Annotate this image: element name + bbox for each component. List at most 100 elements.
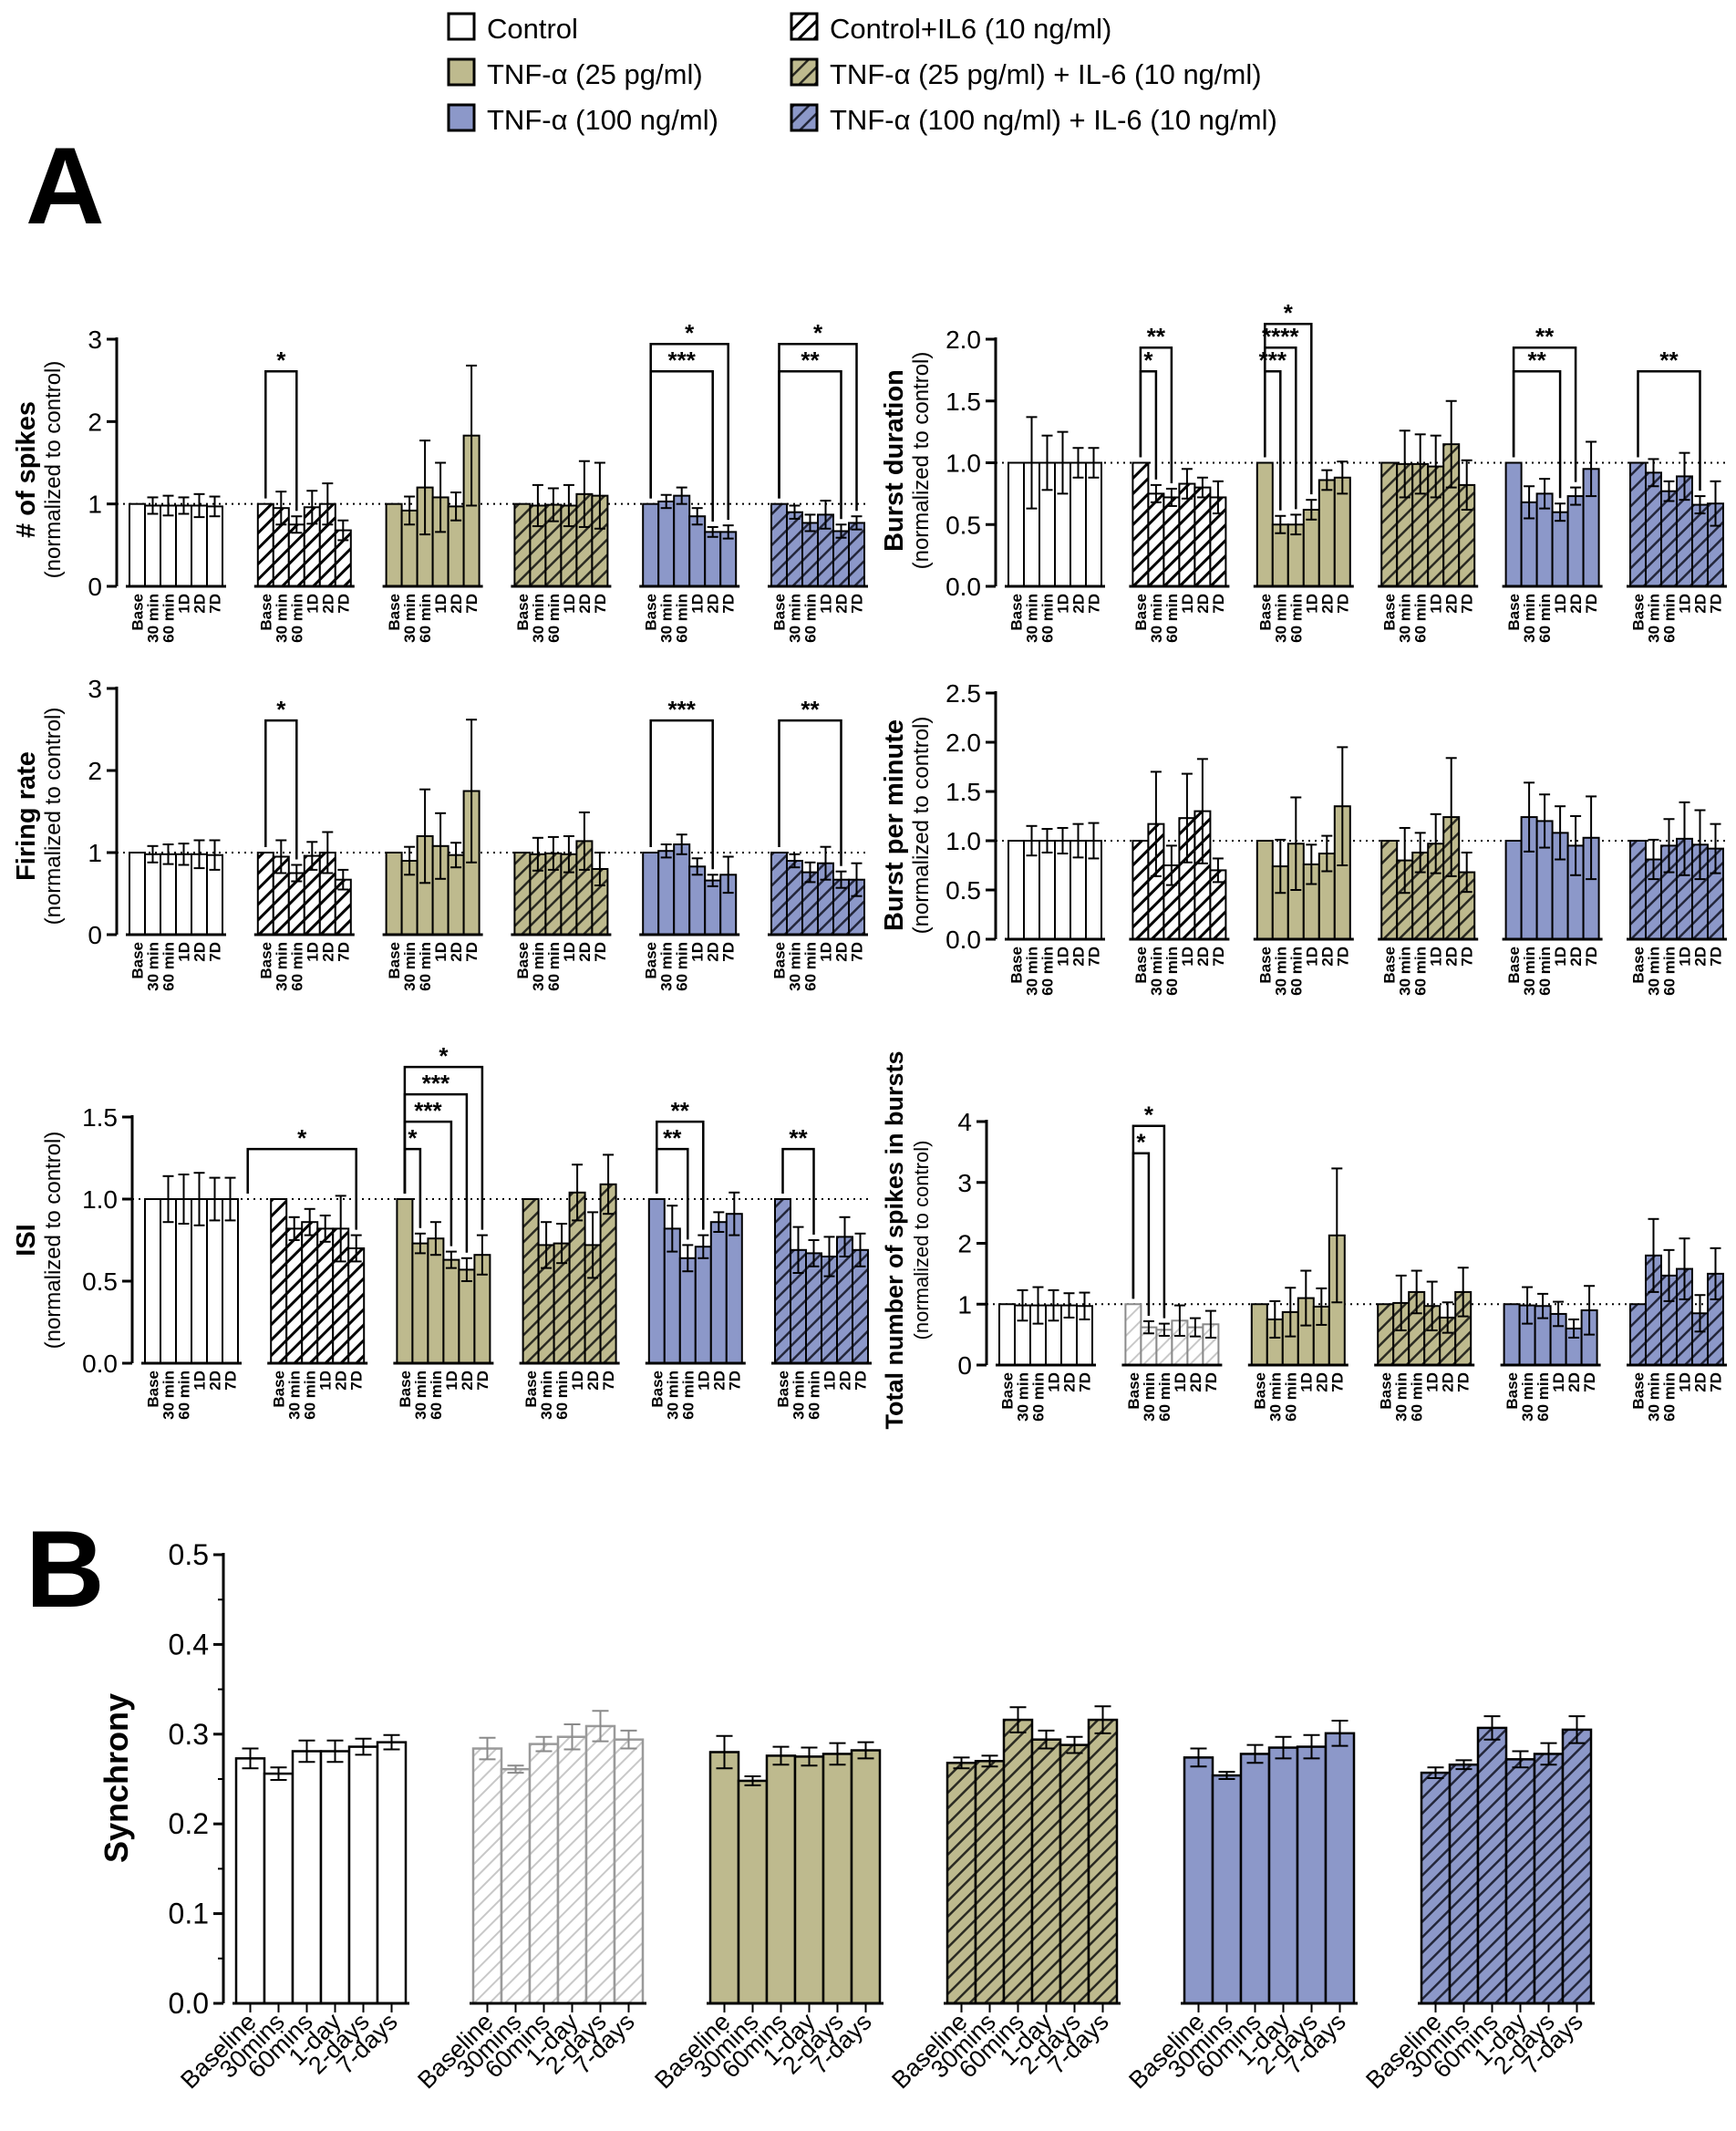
x-tick-label: 2D <box>1318 947 1336 967</box>
x-tick-label: 7D <box>1459 594 1476 614</box>
significance-label: *** <box>414 1097 442 1124</box>
bar <box>850 1749 882 2005</box>
bar <box>411 1242 429 1364</box>
chart-number-of-spikes: 0 1 2 3 # of spikes (normalized to control) Ba… <box>12 319 868 643</box>
x-tick-label: 2D <box>1567 594 1585 614</box>
bar <box>1132 461 1150 587</box>
x-tick-label: Base <box>1630 1372 1648 1410</box>
x-tick-label: 60 min <box>288 594 305 643</box>
bar <box>385 502 403 588</box>
x-tick-label: 2D <box>319 594 336 614</box>
x-tick-label: Base <box>257 942 274 979</box>
significance-bracket <box>246 1147 357 1230</box>
bar-group <box>385 364 480 588</box>
bar <box>805 1252 822 1365</box>
x-tick-label: 1D <box>317 1371 335 1391</box>
x-tick-label: Base <box>999 1372 1017 1410</box>
x-tick-label: 7D <box>1583 947 1600 967</box>
bar-group <box>1377 1267 1472 1367</box>
bar-group <box>946 1705 1119 2005</box>
x-tick-label: 60 min <box>417 594 434 643</box>
bar <box>1629 1303 1647 1366</box>
x-tick-label: 30 min <box>1015 1372 1032 1422</box>
x-tick-label: 7D <box>463 942 480 962</box>
y-tick-label: 0.0 <box>169 1987 209 2020</box>
bar-group <box>642 486 738 588</box>
y-tick-label: 1.0 <box>946 827 981 855</box>
x-tick-label: 2D <box>576 942 594 962</box>
significance-label: ** <box>671 1097 690 1124</box>
x-tick-label: 2D <box>1194 947 1212 967</box>
bar <box>234 1757 266 2005</box>
panel-a-label: A <box>26 125 105 247</box>
bar-group <box>647 1191 743 1365</box>
bar <box>522 1198 540 1364</box>
x-tick-label: 1D <box>1552 947 1569 967</box>
x-tick-label: 30 min <box>1393 1372 1410 1422</box>
x-tick-label: 60 min <box>1156 1372 1173 1422</box>
bar <box>786 860 803 936</box>
legend-label: Control+IL6 (10 ng/ml) <box>830 13 1111 45</box>
legend-swatch <box>790 57 819 87</box>
bar-group <box>471 1710 645 2005</box>
bar <box>1324 1732 1356 2005</box>
x-tick-label: 60 min <box>288 942 305 991</box>
x-tick-label: 60 min <box>176 1371 193 1420</box>
x-tick-label: Base <box>514 942 532 979</box>
bar <box>1059 1743 1090 2005</box>
x-tick-label: 1D <box>561 942 578 962</box>
x-tick-label: 60 min <box>674 594 691 643</box>
bar <box>673 843 691 936</box>
bar-group <box>1124 1303 1220 1367</box>
x-tick-label: 2D <box>1061 1372 1079 1392</box>
x-tick-label: 1D <box>689 942 707 962</box>
significance-bracket <box>778 342 858 512</box>
bar <box>765 1754 797 2005</box>
y-tick-label: 0 <box>957 1351 972 1380</box>
legend-swatch <box>447 57 476 87</box>
bar <box>270 1198 288 1364</box>
x-tick-label: 2D <box>1566 1372 1583 1392</box>
bar <box>442 1258 460 1364</box>
bar-group <box>1629 801 1724 941</box>
significance-label: ** <box>789 1124 808 1152</box>
x-tick-label: 1D <box>432 594 450 614</box>
legend-swatch <box>447 103 476 132</box>
x-tick-label: 7D <box>1334 947 1351 967</box>
x-tick-label: 1D <box>1172 1372 1189 1392</box>
bar <box>1420 1771 1452 2005</box>
bar-group <box>234 1733 408 2005</box>
bar <box>793 1755 825 2005</box>
x-tick-label: 60 min <box>1536 947 1554 996</box>
bar-group <box>270 1195 366 1365</box>
significance-bracket <box>1132 1152 1151 1316</box>
y-axis-label: Burst per minute <box>880 719 909 931</box>
x-tick-label: 60 min <box>428 1371 445 1420</box>
bar-group <box>1250 1167 1346 1367</box>
bar <box>613 1738 645 2005</box>
significance-label: ** <box>801 347 820 374</box>
x-tick-label: 2D <box>459 1371 476 1391</box>
significance-label: * <box>439 1042 449 1070</box>
x-tick-label: 7D <box>207 594 224 614</box>
bar <box>385 852 403 936</box>
x-tick-label: 30 min <box>1148 947 1165 996</box>
bar <box>1256 461 1274 587</box>
x-tick-label: Base <box>1256 947 1274 984</box>
bar-group <box>1256 746 1351 941</box>
x-tick-label: 1D <box>1055 594 1072 614</box>
bar <box>301 1221 319 1364</box>
x-tick-label: 2D <box>584 1371 602 1391</box>
significance-bracket <box>649 342 729 521</box>
bar <box>347 1745 379 2005</box>
bar-group <box>513 460 609 588</box>
x-tick-label: 7D <box>1203 1372 1220 1392</box>
x-tick-label: 1D <box>818 594 835 614</box>
x-tick-label: Base <box>1504 1372 1521 1410</box>
significance-label: * <box>276 347 286 374</box>
x-tick-label: 2D <box>207 1371 224 1391</box>
panel-b-label: B <box>26 1508 105 1630</box>
x-tick-label: Base <box>1256 594 1274 631</box>
x-tick-label: Base <box>1008 594 1026 631</box>
bar <box>1476 1726 1508 2005</box>
